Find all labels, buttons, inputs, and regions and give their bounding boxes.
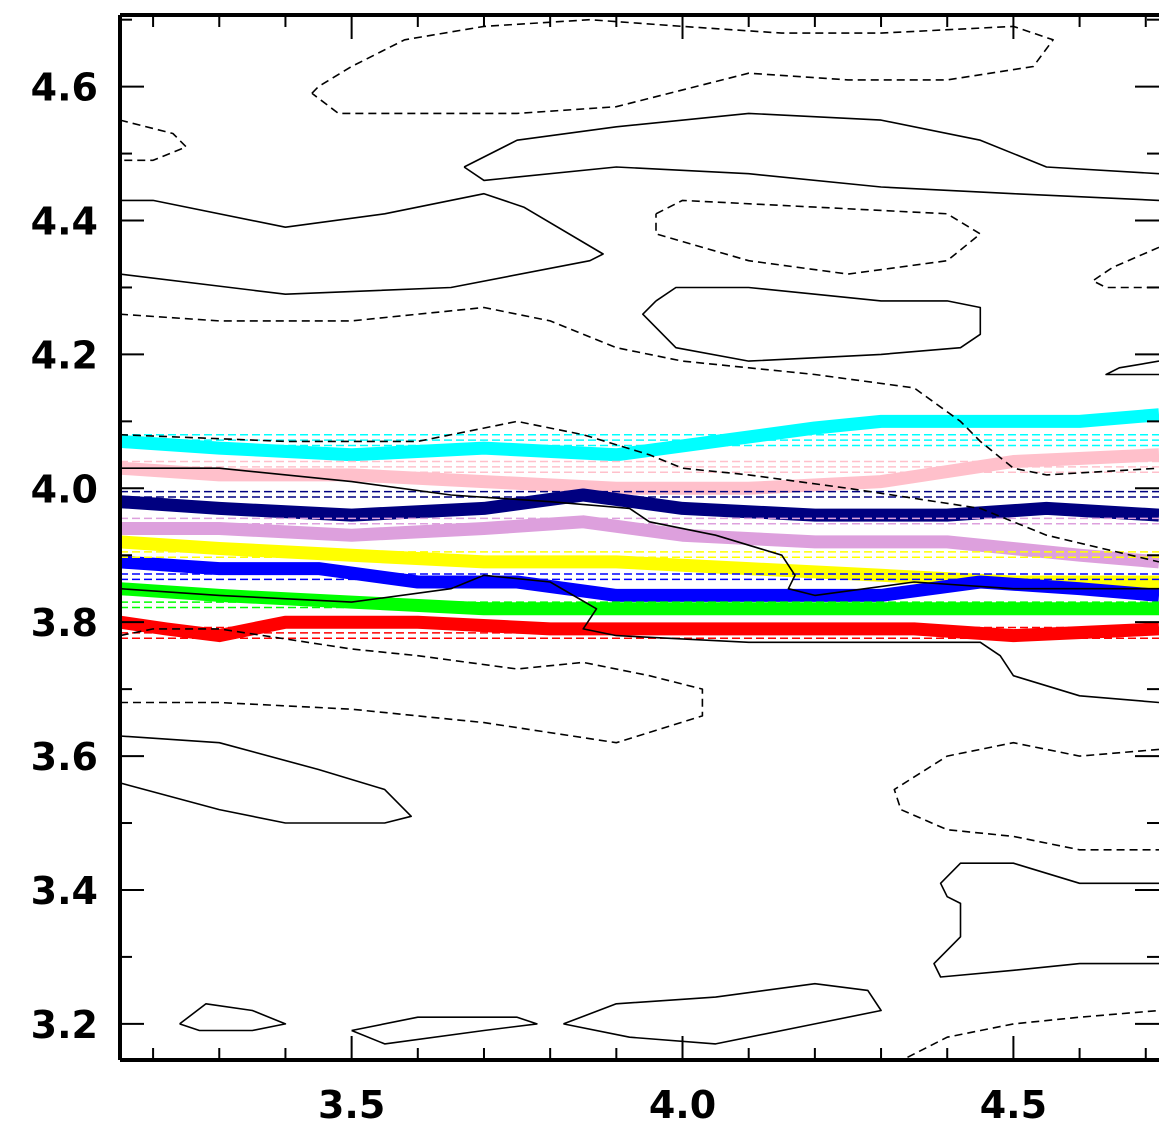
contour-solid-14 <box>120 735 412 824</box>
y-tick-label: 4.2 <box>31 333 98 377</box>
contour-solid-12 <box>120 574 1159 704</box>
contour-dashed-2 <box>120 119 187 162</box>
y-tick-label: 4.4 <box>31 200 98 244</box>
contour-solid-19 <box>563 982 882 1045</box>
contour-dashed-15 <box>893 741 1159 851</box>
contour-solid-18 <box>351 1016 538 1045</box>
contour-solid-11 <box>120 467 1159 597</box>
band-7 <box>120 615 1159 643</box>
y-tick-label: 3.8 <box>31 601 98 645</box>
contour-dashed-1 <box>120 306 1159 476</box>
band-1 <box>120 448 1159 495</box>
contour-solid-9 <box>1105 360 1159 376</box>
band-0 <box>120 408 1159 462</box>
x-tick-label: 4.5 <box>980 1083 1047 1127</box>
contour-solid-16 <box>933 862 1159 978</box>
contour-dashed-13 <box>120 628 704 744</box>
y-tick-label: 3.4 <box>31 869 98 913</box>
y-tick-label: 4.0 <box>31 467 98 511</box>
y-tick-label: 3.6 <box>31 735 98 779</box>
contour-solid-7 <box>642 286 982 362</box>
contour-lines <box>120 18 1159 1059</box>
reference-lines <box>120 433 1159 640</box>
contour-dashed-8 <box>1092 246 1159 289</box>
y-tick-label: 3.2 <box>31 1003 98 1047</box>
contour-solid-4 <box>463 112 1159 175</box>
contour-dashed-3 <box>311 18 1054 115</box>
contour-solid-5 <box>463 166 1159 202</box>
contour-solid-0 <box>120 192 604 295</box>
band-5 <box>120 555 1159 602</box>
contour-solid-17 <box>179 1003 287 1032</box>
tick-labels: 3.2 3.4 3.6 3.8 4.0 4.2 4.4 4.6 3.5 4.0 4.5 <box>31 66 1047 1127</box>
x-tick-label: 3.5 <box>318 1083 385 1127</box>
contour-dashed-10 <box>120 420 1159 563</box>
band-2 <box>120 488 1159 522</box>
plot-axes <box>118 13 1159 1062</box>
band-3 <box>120 515 1159 569</box>
y-tick-label: 4.6 <box>31 66 98 110</box>
x-tick-label: 4.0 <box>649 1083 716 1127</box>
contour-dashed-6 <box>655 199 982 275</box>
contour-dashed-20 <box>907 1009 1159 1059</box>
